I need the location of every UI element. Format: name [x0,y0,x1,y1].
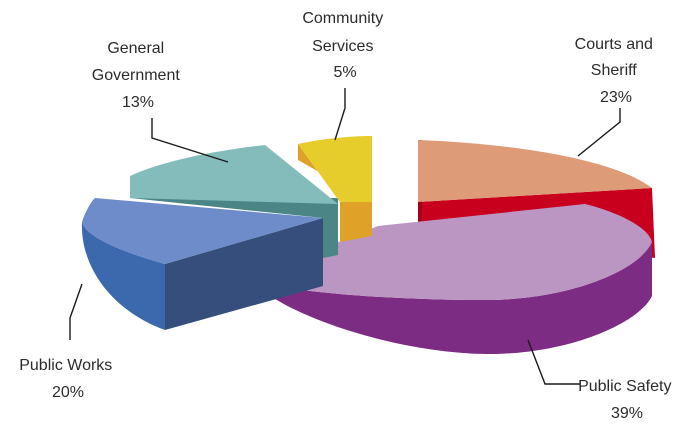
label-courts-line-2: Sheriff [591,62,638,79]
slice-public-works-top [82,198,323,264]
leader-line-general-government [151,118,229,163]
slice-public-works-outer-side [81,222,165,330]
slice-public-works-cut-side [165,218,323,330]
label-general-line-1: General [107,40,164,57]
slice-public-works [81,198,323,330]
label-community-percent: 5% [333,64,356,81]
slice-general-government-top [130,145,338,204]
label-general-percent: 13% [122,94,154,111]
label-public-safety-percent: 39% [611,405,643,422]
label-general-government: General Government 13% [92,40,185,111]
label-courts-and-sheriff: Courts and Sheriff 23% [575,36,658,106]
leader-line-courts [577,108,621,157]
slice-community-services [298,136,372,242]
label-public-works-line-1: Public Works [19,357,112,374]
label-general-line-2: Government [92,67,181,84]
slice-public-safety-side [252,242,652,355]
label-public-works-percent: 20% [52,384,84,401]
label-public-works: Public Works 20% [19,357,117,401]
label-public-safety-line-1: Public Safety [578,378,671,395]
label-community-line-2: Services [312,38,373,55]
label-community-line-1: Community [302,10,383,27]
slice-public-safety-top [252,204,652,300]
leader-line-public-works [69,283,83,340]
label-courts-percent: 23% [600,89,632,106]
label-public-safety: Public Safety 39% [578,378,676,422]
slice-general-government [130,145,338,258]
label-courts-line-1: Courts and [575,36,653,53]
slice-community-services-top [298,136,372,202]
slice-public-safety [252,204,652,355]
leader-line-public-safety [527,339,580,385]
slice-courts-top [418,140,652,202]
leader-line-community-services [334,88,346,141]
label-community-services: Community Services 5% [302,10,387,81]
